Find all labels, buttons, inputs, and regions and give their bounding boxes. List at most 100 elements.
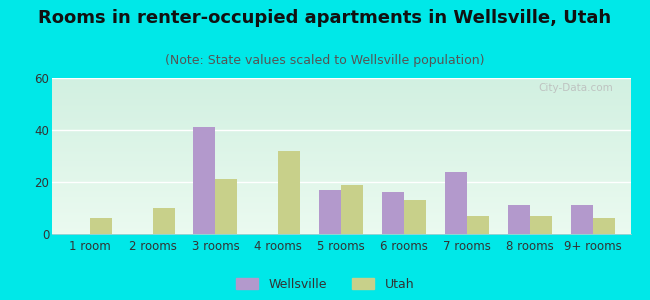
Bar (52, 128, 630, 129)
Bar (52, 117, 630, 118)
Bar (52, 139, 630, 140)
Bar (52, 151, 630, 152)
Bar (52, 198, 630, 199)
Bar (52, 195, 630, 196)
Bar (52, 86, 630, 87)
Bar (52, 222, 630, 223)
Bar (52, 168, 630, 169)
Bar (153, 208, 175, 234)
Bar (52, 196, 630, 197)
Bar (52, 119, 630, 120)
Bar (52, 172, 630, 173)
Bar (52, 99, 630, 100)
Bar (52, 150, 630, 151)
Bar (52, 187, 630, 188)
Bar (52, 127, 630, 128)
Bar (52, 216, 630, 217)
Bar (52, 105, 630, 106)
Bar (52, 134, 630, 135)
Bar (341, 184, 363, 234)
Bar (52, 112, 630, 113)
Bar (52, 175, 630, 176)
Bar (52, 202, 630, 203)
Bar (52, 152, 630, 153)
Bar (52, 155, 630, 156)
Bar (52, 111, 630, 112)
Bar (52, 179, 630, 180)
Bar (52, 170, 630, 171)
Bar (52, 146, 630, 147)
Bar (52, 199, 630, 200)
Bar (382, 192, 404, 234)
Bar (52, 130, 630, 131)
Bar (52, 207, 630, 208)
Bar (52, 174, 630, 175)
Bar (52, 135, 630, 136)
Bar (52, 92, 630, 93)
Bar (52, 188, 630, 189)
Bar (52, 182, 630, 183)
Bar (52, 209, 630, 210)
Bar (52, 96, 630, 97)
Bar (52, 213, 630, 214)
Bar (52, 118, 630, 119)
Bar (52, 157, 630, 158)
Bar (52, 159, 630, 160)
Bar (52, 113, 630, 114)
Bar (90, 218, 112, 234)
Bar (52, 225, 630, 226)
Text: Rooms in renter-occupied apartments in Wellsville, Utah: Rooms in renter-occupied apartments in W… (38, 9, 612, 27)
Bar (52, 138, 630, 139)
Bar (52, 136, 630, 137)
Bar (52, 101, 630, 102)
Text: City-Data.com: City-Data.com (538, 83, 613, 93)
Bar (52, 89, 630, 90)
Bar (52, 140, 630, 141)
Bar (52, 114, 630, 115)
Bar (52, 148, 630, 149)
Bar (52, 100, 630, 101)
Bar (52, 143, 630, 144)
Bar (445, 172, 467, 234)
Bar (52, 211, 630, 212)
Bar (52, 85, 630, 86)
Bar (52, 110, 630, 111)
Bar (52, 214, 630, 215)
Bar (508, 206, 530, 234)
Bar (52, 212, 630, 213)
Bar (52, 116, 630, 117)
Bar (52, 229, 630, 230)
Bar (52, 184, 630, 185)
Bar (52, 227, 630, 228)
Bar (52, 78, 630, 79)
Bar (52, 79, 630, 80)
Bar (593, 218, 615, 234)
Bar (52, 91, 630, 92)
Bar (52, 137, 630, 138)
Bar (52, 166, 630, 167)
Bar (52, 158, 630, 159)
Bar (52, 178, 630, 179)
Bar (52, 156, 630, 157)
Bar (52, 83, 630, 84)
Bar (52, 233, 630, 234)
Bar (52, 215, 630, 216)
Bar (52, 232, 630, 233)
Bar (52, 180, 630, 181)
Bar (52, 220, 630, 221)
Bar (52, 173, 630, 174)
Bar (52, 218, 630, 219)
Bar (52, 161, 630, 162)
Bar (52, 87, 630, 88)
Bar (52, 186, 630, 187)
Legend: Wellsville, Utah: Wellsville, Utah (236, 278, 414, 291)
Bar (52, 131, 630, 132)
Bar (52, 109, 630, 110)
Bar (52, 177, 630, 178)
Bar (52, 82, 630, 83)
Bar (52, 167, 630, 168)
Bar (52, 183, 630, 184)
Bar (52, 132, 630, 133)
Bar (52, 192, 630, 193)
Bar (52, 93, 630, 94)
